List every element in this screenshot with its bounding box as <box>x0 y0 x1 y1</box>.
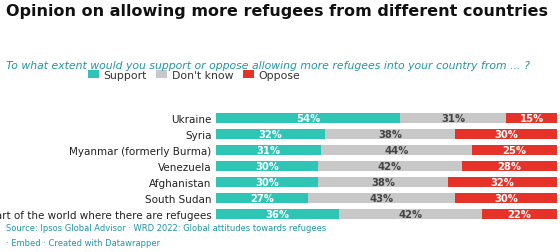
Text: 30%: 30% <box>255 177 279 187</box>
Bar <box>318 177 448 187</box>
Text: 36%: 36% <box>265 209 289 219</box>
Text: 54%: 54% <box>296 113 320 123</box>
Bar <box>321 145 472 155</box>
Bar <box>216 161 318 171</box>
Text: 15%: 15% <box>520 113 544 123</box>
Text: 31%: 31% <box>441 113 465 123</box>
Bar <box>506 113 557 123</box>
Bar <box>216 145 321 155</box>
Text: 32%: 32% <box>258 129 282 139</box>
Bar <box>455 193 557 203</box>
Text: 38%: 38% <box>371 177 395 187</box>
Text: 25%: 25% <box>502 145 526 155</box>
Text: 42%: 42% <box>378 161 402 171</box>
Text: 42%: 42% <box>398 209 422 219</box>
Bar <box>216 193 308 203</box>
Text: 38%: 38% <box>378 129 402 139</box>
Text: 30%: 30% <box>494 129 518 139</box>
Text: 44%: 44% <box>385 145 409 155</box>
Bar <box>455 130 557 139</box>
Bar <box>461 161 557 171</box>
Text: 22%: 22% <box>508 209 531 219</box>
Bar <box>216 177 318 187</box>
Bar <box>339 209 482 219</box>
Text: To what extent would you support or oppose allowing more refugees into your coun: To what extent would you support or oppo… <box>6 60 529 71</box>
Text: 31%: 31% <box>256 145 281 155</box>
Bar <box>216 209 339 219</box>
Bar <box>318 161 461 171</box>
Text: Opinion on allowing more refugees from different countries: Opinion on allowing more refugees from d… <box>6 4 548 19</box>
Bar <box>216 130 325 139</box>
Legend: Support, Don't know, Oppose: Support, Don't know, Oppose <box>88 70 300 80</box>
Text: 27%: 27% <box>250 193 274 203</box>
Text: · Embed · Created with Datawrapper: · Embed · Created with Datawrapper <box>6 238 160 247</box>
Bar <box>482 209 557 219</box>
Bar <box>472 145 557 155</box>
Bar <box>325 130 455 139</box>
Text: 30%: 30% <box>494 193 518 203</box>
Bar <box>448 177 557 187</box>
Text: 28%: 28% <box>497 161 521 171</box>
Text: Source: Ipsos Global Advisor · WRD 2022: Global attitudes towards refugees: Source: Ipsos Global Advisor · WRD 2022:… <box>6 223 326 232</box>
Bar <box>216 113 400 123</box>
Text: 32%: 32% <box>491 177 515 187</box>
Bar <box>400 113 506 123</box>
Text: 43%: 43% <box>369 193 393 203</box>
Text: 30%: 30% <box>255 161 279 171</box>
Bar <box>308 193 455 203</box>
